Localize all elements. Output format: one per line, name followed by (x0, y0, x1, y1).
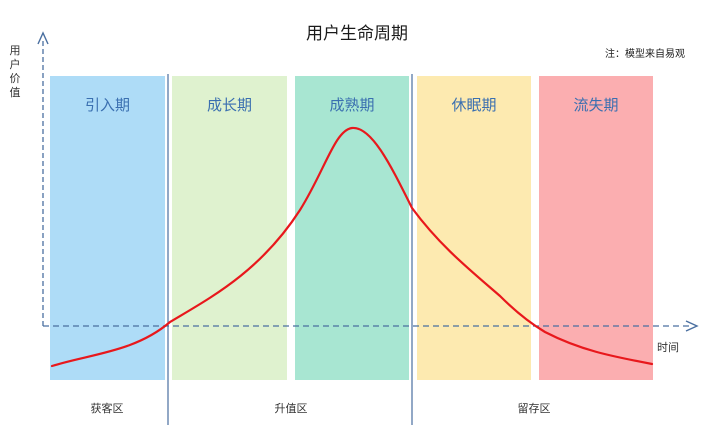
y-axis-label: 用户价值 (9, 44, 21, 99)
zone-label-growth: 升值区 (274, 402, 308, 415)
stage-label-maturity: 成熟期 (329, 96, 374, 114)
stage-band-maturity (295, 76, 409, 380)
stage-band-intro (50, 76, 165, 380)
stage-label-dormancy: 休眠期 (451, 96, 496, 114)
source-note: 注：模型来自易观 (605, 49, 685, 60)
stage-band-churn (539, 76, 653, 380)
x-axis-arrow-icon (685, 320, 699, 332)
zone-label-acquisition: 获客区 (90, 402, 124, 415)
x-axis-label: 时间 (657, 341, 679, 354)
stage-label-intro: 引入期 (85, 96, 130, 114)
stage-band-growth (172, 76, 287, 380)
stage-band-dormancy (417, 76, 531, 380)
diagram-title: 用户生命周期 (306, 24, 408, 44)
stage-label-growth: 成长期 (207, 96, 252, 114)
y-axis-arrow-icon (37, 31, 49, 45)
zone-label-retention: 留存区 (517, 402, 551, 415)
user-value-curve (50, 126, 654, 368)
stage-label-churn: 流失期 (573, 96, 618, 114)
